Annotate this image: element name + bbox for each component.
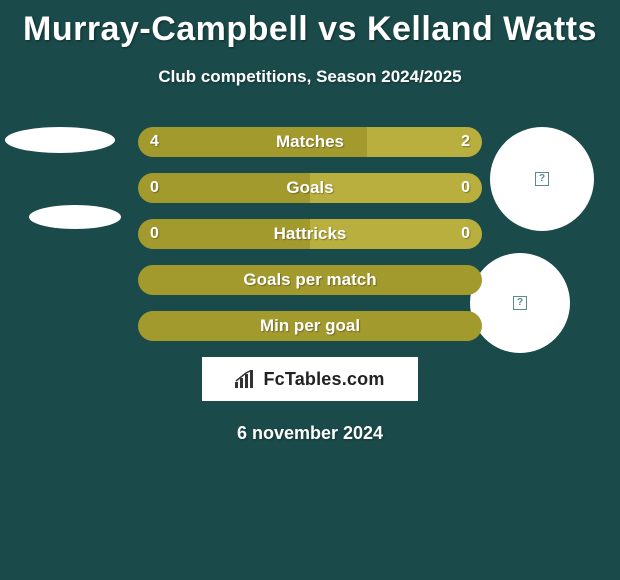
- stat-row: 00Goals: [138, 173, 482, 203]
- watermark-text: FcTables.com: [263, 369, 384, 390]
- stat-label: Matches: [138, 127, 482, 157]
- watermark: FcTables.com: [202, 357, 418, 401]
- stat-row: Goals per match: [138, 265, 482, 295]
- stat-row: 42Matches: [138, 127, 482, 157]
- subtitle: Club competitions, Season 2024/2025: [0, 67, 620, 87]
- comparison-area: ? ? 42Matches 00Goals 00Hattricks Goals per…: [0, 127, 620, 444]
- date-text: 6 november 2024: [0, 423, 620, 444]
- right-player-decor: ? ?: [490, 127, 610, 353]
- right-circle-2: ?: [470, 253, 570, 353]
- right-circle-1: ?: [490, 127, 594, 231]
- stat-row: 00Hattricks: [138, 219, 482, 249]
- chart-bars-icon: [235, 370, 257, 388]
- stat-row: Min per goal: [138, 311, 482, 341]
- image-placeholder-icon: ?: [535, 172, 549, 186]
- left-player-decor: [5, 127, 121, 229]
- image-placeholder-icon: ?: [513, 296, 527, 310]
- stat-label: Goals: [138, 173, 482, 203]
- left-ellipse-2: [29, 205, 121, 229]
- stat-label: Hattricks: [138, 219, 482, 249]
- stat-label: Goals per match: [138, 265, 482, 295]
- left-ellipse-1: [5, 127, 115, 153]
- stat-bars: 42Matches 00Goals 00Hattricks Goals per mat…: [138, 127, 482, 341]
- page-title: Murray-Campbell vs Kelland Watts: [0, 0, 620, 49]
- stat-label: Min per goal: [138, 311, 482, 341]
